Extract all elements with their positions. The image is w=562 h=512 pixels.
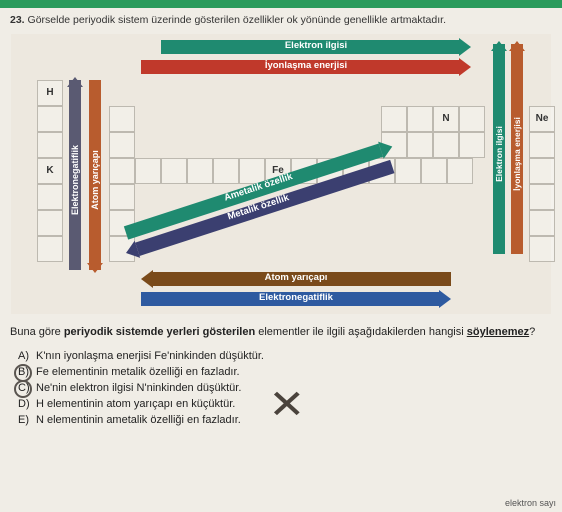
- prompt-bold: periyodik sistemde yerleri gösterilen: [64, 326, 255, 338]
- arrow-elektron-ilgisi-right: Elektron ilgisi: [491, 44, 507, 254]
- cell-H: H: [37, 80, 63, 106]
- cell: [433, 132, 459, 158]
- arrow-atom-yaricapi-bottom: Atom yarıçapı: [141, 270, 451, 288]
- cell: [37, 236, 63, 262]
- cell: [37, 132, 63, 158]
- arrow-iyonlasma-top: İyonlaşma enerjisi: [141, 58, 471, 76]
- cell: [109, 106, 135, 132]
- option-A[interactable]: A)K'nın iyonlaşma enerjisi Fe'ninkinden …: [18, 350, 552, 362]
- arrow-ametalik-diag: Ametalik özellik: [123, 138, 395, 242]
- arrow-iyonlasma-right: İyonlaşma enerjisi: [509, 44, 525, 254]
- question-stem: 23. Görselde periyodik sistem üzerinde g…: [0, 8, 562, 30]
- cell: [407, 106, 433, 132]
- cell: [109, 184, 135, 210]
- prompt-mid: elementler ile ilgili aşağıdakilerden ha…: [255, 326, 467, 338]
- cell: [109, 158, 135, 184]
- arrow-atom-yaricapi-left: Atom yarıçapı: [87, 80, 103, 270]
- cell: [109, 132, 135, 158]
- cell: [213, 158, 239, 184]
- cell: [529, 132, 555, 158]
- cell: [135, 158, 161, 184]
- top-accent-bar: [0, 0, 562, 8]
- question-stem-text: Görselde periyodik sistem üzerinde göste…: [28, 14, 446, 26]
- cell-K: K: [37, 158, 63, 184]
- cell: [529, 236, 555, 262]
- cell: [447, 158, 473, 184]
- cell: [421, 158, 447, 184]
- cell: [37, 210, 63, 236]
- option-C[interactable]: C)Ne'nin elektron ilgisi N'ninkinden düş…: [18, 382, 552, 394]
- arrow-elektron-ilgisi-top: Elektron ilgisi: [161, 38, 471, 56]
- cell: [187, 158, 213, 184]
- cell: [459, 132, 485, 158]
- option-E[interactable]: E)N elementinin ametalik özelliği en faz…: [18, 414, 552, 426]
- cell: [381, 106, 407, 132]
- cell: [407, 132, 433, 158]
- option-D[interactable]: D)H elementinin atom yarıçapı en küçüktü…: [18, 398, 552, 410]
- cell: [161, 158, 187, 184]
- arrow-elektronegatiflik-left: Elektronegatiflik: [67, 80, 83, 270]
- question-number: 23.: [10, 14, 25, 26]
- prompt-pre: Buna göre: [10, 326, 64, 338]
- arrow-elektronegatiflik-bottom: Elektronegatiflik: [141, 290, 451, 308]
- corner-fragment-text: elektron sayı: [505, 498, 556, 508]
- periodic-diagram: Elektron ilgisi İyonlaşma enerjisi Elekt…: [11, 34, 551, 314]
- question-prompt: Buna göre periyodik sistemde yerleri gös…: [0, 314, 562, 344]
- option-B[interactable]: B)Fe elementinin metalik özelliği en faz…: [18, 366, 552, 378]
- cell-Ne: Ne: [529, 106, 555, 132]
- cell: [529, 184, 555, 210]
- cell-N: N: [433, 106, 459, 132]
- cell: [459, 106, 485, 132]
- cell: [395, 158, 421, 184]
- prompt-underline: söylenemez: [467, 326, 529, 338]
- cell: [37, 106, 63, 132]
- cell: [529, 210, 555, 236]
- cell: [529, 158, 555, 184]
- options-list: A)K'nın iyonlaşma enerjisi Fe'ninkinden …: [0, 344, 562, 436]
- cell: [37, 184, 63, 210]
